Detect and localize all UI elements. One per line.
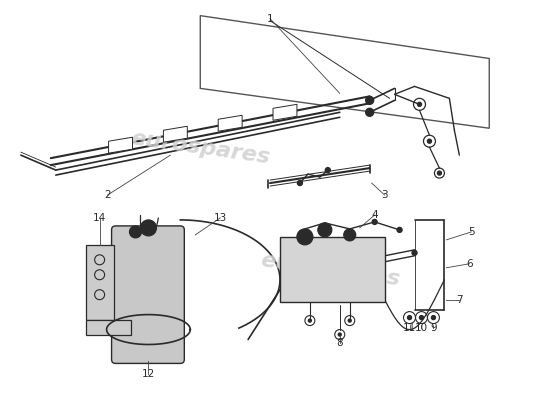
Circle shape — [372, 220, 377, 224]
Circle shape — [412, 250, 417, 255]
Circle shape — [420, 316, 424, 320]
Circle shape — [129, 226, 141, 238]
Text: 2: 2 — [104, 190, 111, 200]
Text: 10: 10 — [415, 322, 428, 332]
Circle shape — [140, 220, 156, 236]
Bar — [280, 237, 384, 302]
Circle shape — [431, 316, 436, 320]
Text: 7: 7 — [456, 295, 463, 305]
Polygon shape — [218, 115, 242, 131]
Circle shape — [427, 139, 431, 143]
Circle shape — [134, 230, 138, 234]
Text: 6: 6 — [466, 259, 472, 269]
Polygon shape — [108, 137, 133, 153]
Bar — [86, 320, 130, 334]
Text: 5: 5 — [468, 227, 475, 237]
Text: 12: 12 — [142, 369, 155, 379]
Bar — [86, 245, 113, 320]
Circle shape — [397, 228, 402, 232]
Text: 11: 11 — [403, 322, 416, 332]
Text: 3: 3 — [381, 190, 388, 200]
FancyBboxPatch shape — [112, 226, 184, 364]
Circle shape — [366, 96, 373, 104]
Circle shape — [338, 333, 341, 336]
Text: 1: 1 — [267, 14, 273, 24]
Text: eurospares: eurospares — [258, 250, 401, 290]
Circle shape — [366, 108, 373, 116]
Circle shape — [437, 171, 442, 175]
Polygon shape — [163, 126, 188, 142]
Circle shape — [344, 229, 356, 241]
Circle shape — [318, 223, 332, 237]
Polygon shape — [273, 104, 297, 120]
Text: 14: 14 — [93, 213, 106, 223]
Circle shape — [297, 229, 313, 245]
Circle shape — [309, 319, 311, 322]
Circle shape — [298, 180, 302, 186]
Circle shape — [325, 168, 331, 172]
Text: 13: 13 — [213, 213, 227, 223]
Circle shape — [146, 226, 151, 230]
Text: 8: 8 — [337, 338, 343, 348]
Circle shape — [348, 319, 351, 322]
Circle shape — [322, 228, 327, 232]
Text: eurospares: eurospares — [129, 128, 271, 168]
Circle shape — [408, 316, 411, 320]
Text: 9: 9 — [430, 322, 437, 332]
Circle shape — [302, 234, 307, 239]
Circle shape — [417, 102, 421, 106]
Text: 4: 4 — [371, 210, 378, 220]
